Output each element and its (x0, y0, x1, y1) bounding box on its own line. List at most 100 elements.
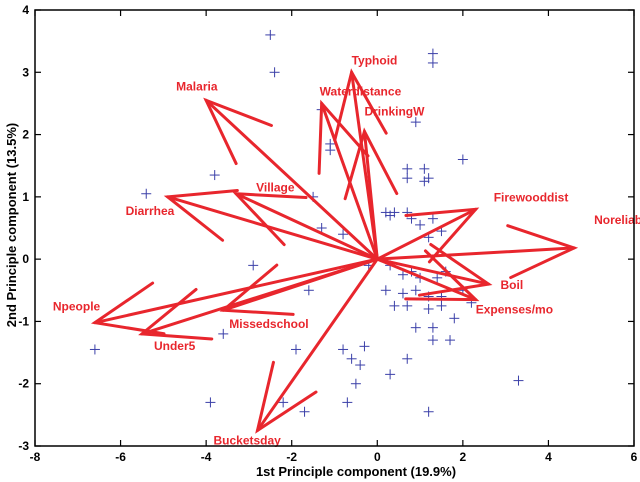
data-point (269, 67, 280, 78)
tick-labels: -8 -6 -4 -2 0 2 4 6 -3 -2 -1 0 1 2 3 4 (18, 3, 637, 464)
loading-vector: Bucketsday (213, 257, 379, 447)
vector-label: Boil (501, 278, 524, 292)
vector-label: DrinkingW (364, 104, 425, 118)
vector-label: Malaria (176, 79, 218, 93)
data-point (410, 117, 421, 128)
data-point (427, 48, 438, 59)
loading-vector: Typhoid (333, 53, 398, 261)
data-point (436, 300, 447, 311)
vector-label: Waterdistance (320, 84, 402, 98)
data-point (299, 406, 310, 417)
data-point (445, 335, 456, 346)
vector-label: Missedschool (229, 317, 308, 331)
y-tick-label: -2 (18, 377, 29, 391)
data-point (248, 260, 259, 271)
x-tick-label: -4 (201, 450, 212, 464)
data-point (402, 173, 413, 184)
data-point (141, 188, 152, 199)
data-point (457, 154, 468, 165)
data-point (209, 170, 220, 181)
data-point (402, 300, 413, 311)
data-point (427, 213, 438, 224)
loading-vector: Under5 (138, 257, 379, 353)
data-point (410, 285, 421, 296)
x-tick-label: 6 (631, 450, 638, 464)
loading-vector: DrinkingW (343, 104, 425, 261)
y-tick-label: 2 (22, 128, 29, 142)
plot-frame (34, 9, 635, 447)
data-point (513, 375, 524, 386)
data-point (385, 369, 396, 380)
loading-vector: Missedschool (219, 257, 379, 331)
data-point (415, 219, 426, 230)
x-tick-label: 0 (374, 450, 381, 464)
vector-label: Bucketsday (213, 433, 281, 447)
x-tick-label: 2 (460, 450, 467, 464)
y-tick-label: 1 (22, 190, 29, 204)
loading-vector: Expenses/mo (375, 249, 553, 317)
data-point (427, 57, 438, 68)
axes-frame (34, 9, 635, 447)
vector-label: Under5 (154, 339, 196, 353)
data-point (355, 360, 366, 371)
data-point (397, 288, 408, 299)
data-point (342, 397, 353, 408)
y-tick-label: 3 (22, 65, 29, 79)
data-point (338, 229, 349, 240)
loading-vector: Firewooddist (375, 190, 569, 264)
y-tick-label: -1 (18, 314, 29, 328)
data-point (325, 145, 336, 156)
data-point (205, 397, 216, 408)
data-point (402, 163, 413, 174)
x-tick-label: -6 (115, 450, 126, 464)
data-point (423, 303, 434, 314)
x-axis-title: 1st Principle component (19.9%) (256, 464, 456, 479)
vector-label: Expenses/mo (476, 303, 553, 317)
data-point (338, 344, 349, 355)
loading-vector: Boil (375, 243, 524, 297)
data-point (350, 378, 361, 389)
data-point (278, 397, 289, 408)
data-point (402, 353, 413, 364)
y-tick-label: -3 (18, 439, 29, 453)
data-point (427, 322, 438, 333)
points-layer (89, 29, 524, 417)
data-point (265, 29, 276, 40)
data-point (410, 322, 421, 333)
loading-vector: Noreliable (375, 213, 640, 280)
y-tick-label: 4 (22, 3, 29, 17)
data-point (290, 344, 301, 355)
y-tick-label: 0 (22, 252, 29, 266)
data-point (380, 285, 391, 296)
data-point (389, 207, 400, 218)
data-point (427, 335, 438, 346)
vector-label: Typhoid (352, 53, 398, 67)
data-point (359, 341, 370, 352)
loading-vector: Malaria (176, 79, 379, 261)
data-point (316, 223, 327, 233)
data-point (423, 406, 434, 417)
data-point (432, 272, 443, 283)
vectors-layer: Typhoid Waterdistance DrinkingW Malaria Vill… (53, 53, 640, 447)
data-point (419, 163, 430, 174)
data-point (389, 300, 400, 311)
x-tick-label: 4 (545, 450, 552, 464)
vector-label: Noreliable (594, 213, 640, 227)
loading-vector: Diarrhea (126, 188, 379, 261)
data-point (449, 313, 460, 324)
data-point (218, 328, 229, 339)
y-axis-title: 2nd Principle component (13.5%) (4, 123, 19, 327)
data-point (419, 176, 430, 187)
data-point (397, 269, 408, 280)
vector-label: Npeople (53, 300, 101, 314)
x-tick-label: -8 (30, 450, 41, 464)
vector-label: Firewooddist (494, 190, 569, 204)
data-point (89, 344, 100, 355)
loading-vector: Npeople (53, 257, 379, 336)
x-tick-label: -2 (286, 450, 297, 464)
vector-label: Diarrhea (126, 204, 175, 218)
data-point (303, 285, 314, 296)
vector-label: Village (256, 181, 295, 195)
data-point (346, 353, 357, 364)
